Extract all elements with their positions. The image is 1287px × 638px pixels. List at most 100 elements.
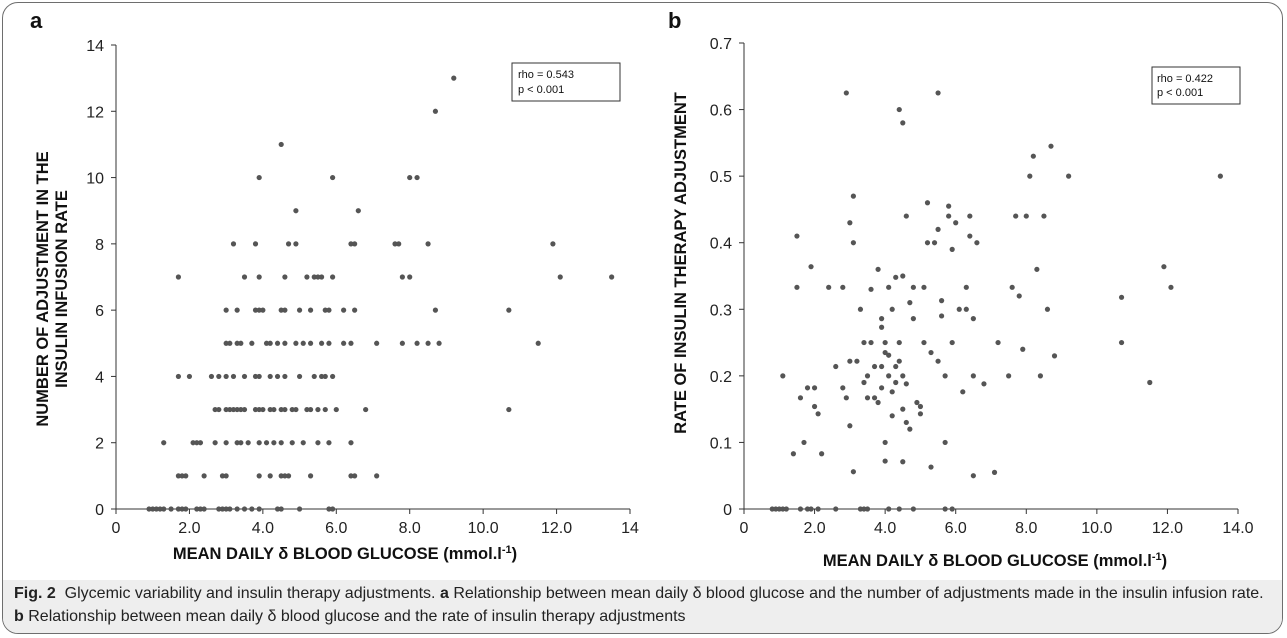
- data-point: [326, 506, 332, 512]
- data-point: [282, 406, 288, 413]
- y-tick-label: 0: [723, 502, 732, 519]
- panel-a-scatter-plot: a 0 2.0 4.0 6.0 8.0 10.0 12.0 14 0 2 4 6 8 10 12 14 ME…: [30, 8, 639, 563]
- data-point: [893, 274, 899, 280]
- x-tick-label: 2.0: [178, 520, 200, 537]
- data-point: [352, 307, 358, 313]
- data-point: [374, 340, 380, 346]
- data-point: [1041, 213, 1047, 219]
- data-point: [230, 373, 237, 380]
- data-point: [348, 340, 354, 346]
- data-point: [981, 381, 987, 387]
- data-point: [854, 358, 860, 364]
- data-point: [864, 395, 871, 401]
- data-point: [826, 284, 832, 290]
- data-point: [896, 339, 902, 346]
- y-tick-label: 10: [86, 171, 104, 188]
- data-point: [928, 464, 934, 470]
- data-point: [861, 379, 867, 386]
- data-point: [889, 413, 895, 419]
- data-point: [352, 473, 358, 479]
- data-point: [230, 241, 237, 247]
- data-point: [282, 340, 288, 346]
- data-point: [879, 385, 885, 391]
- data-point: [907, 300, 913, 306]
- data-point: [903, 419, 909, 426]
- caption-b-text: Relationship between mean daily δ blood …: [28, 608, 686, 625]
- data-point: [150, 506, 156, 512]
- data-point: [396, 241, 402, 247]
- data-point: [241, 274, 248, 280]
- data-point: [315, 406, 321, 413]
- data-point: [307, 406, 314, 413]
- data-point: [1118, 339, 1125, 346]
- data-point: [219, 473, 226, 479]
- caption-a-text: Relationship between mean daily δ blood …: [453, 585, 1264, 602]
- data-point: [175, 473, 182, 479]
- data-point: [223, 373, 229, 380]
- panel-b-rho: rho = 0.422: [1157, 73, 1213, 85]
- data-point: [801, 439, 807, 446]
- data-point: [921, 284, 927, 290]
- data-point: [1030, 153, 1036, 159]
- figure-caption: Fig. 2 Glycemic variability and insulin …: [14, 582, 1269, 628]
- data-point: [790, 451, 797, 457]
- data-point: [847, 358, 853, 364]
- data-point: [833, 363, 839, 370]
- panel-b-axes: [743, 43, 1238, 510]
- figure-canvas: a 0 2.0 4.0 6.0 8.0 10.0 12.0 14 0 2 4 6 8 10 12 14 ME…: [30, 8, 1254, 570]
- caption-label: Fig. 2: [14, 585, 56, 602]
- data-point: [249, 506, 255, 512]
- data-point: [939, 313, 945, 319]
- data-point: [407, 274, 413, 280]
- data-point: [535, 340, 541, 346]
- data-point: [967, 213, 973, 219]
- data-point: [900, 373, 906, 379]
- data-point: [238, 440, 244, 446]
- data-point: [896, 506, 902, 512]
- data-point: [223, 473, 229, 479]
- data-point: [289, 440, 295, 446]
- data-point: [256, 440, 262, 446]
- data-point: [282, 473, 288, 479]
- data-point: [307, 307, 314, 313]
- data-point: [1161, 264, 1167, 270]
- y-tick-label: 8: [95, 237, 104, 254]
- data-point: [850, 240, 856, 246]
- data-point: [212, 440, 218, 446]
- data-point: [875, 266, 881, 272]
- data-point: [797, 506, 804, 512]
- data-point: [882, 458, 888, 464]
- data-point: [875, 399, 881, 406]
- data-point: [506, 307, 512, 313]
- data-point: [307, 473, 314, 479]
- data-point: [1027, 173, 1033, 179]
- data-point: [161, 440, 167, 446]
- data-point: [1066, 173, 1072, 179]
- data-point: [907, 426, 913, 432]
- data-point: [949, 246, 955, 252]
- x-tick-label: 8.0: [1015, 520, 1037, 537]
- data-point: [432, 307, 439, 313]
- data-point: [278, 440, 284, 446]
- data-point: [256, 506, 262, 512]
- data-point: [889, 389, 895, 395]
- data-point: [201, 506, 207, 512]
- data-point: [190, 440, 196, 446]
- data-point: [223, 506, 229, 512]
- data-point: [274, 506, 281, 512]
- data-point: [506, 406, 512, 413]
- data-point: [797, 395, 804, 401]
- data-point: [861, 339, 867, 346]
- panel-b-points: [769, 90, 1223, 512]
- panel-a-points: [146, 75, 615, 512]
- data-point: [241, 406, 248, 413]
- data-point: [963, 306, 969, 312]
- data-point: [348, 440, 354, 446]
- data-point: [311, 373, 317, 380]
- data-point: [285, 241, 292, 247]
- data-point: [157, 506, 163, 512]
- data-point: [322, 406, 328, 413]
- data-point: [326, 340, 332, 346]
- data-point: [256, 406, 262, 413]
- data-point: [278, 506, 284, 512]
